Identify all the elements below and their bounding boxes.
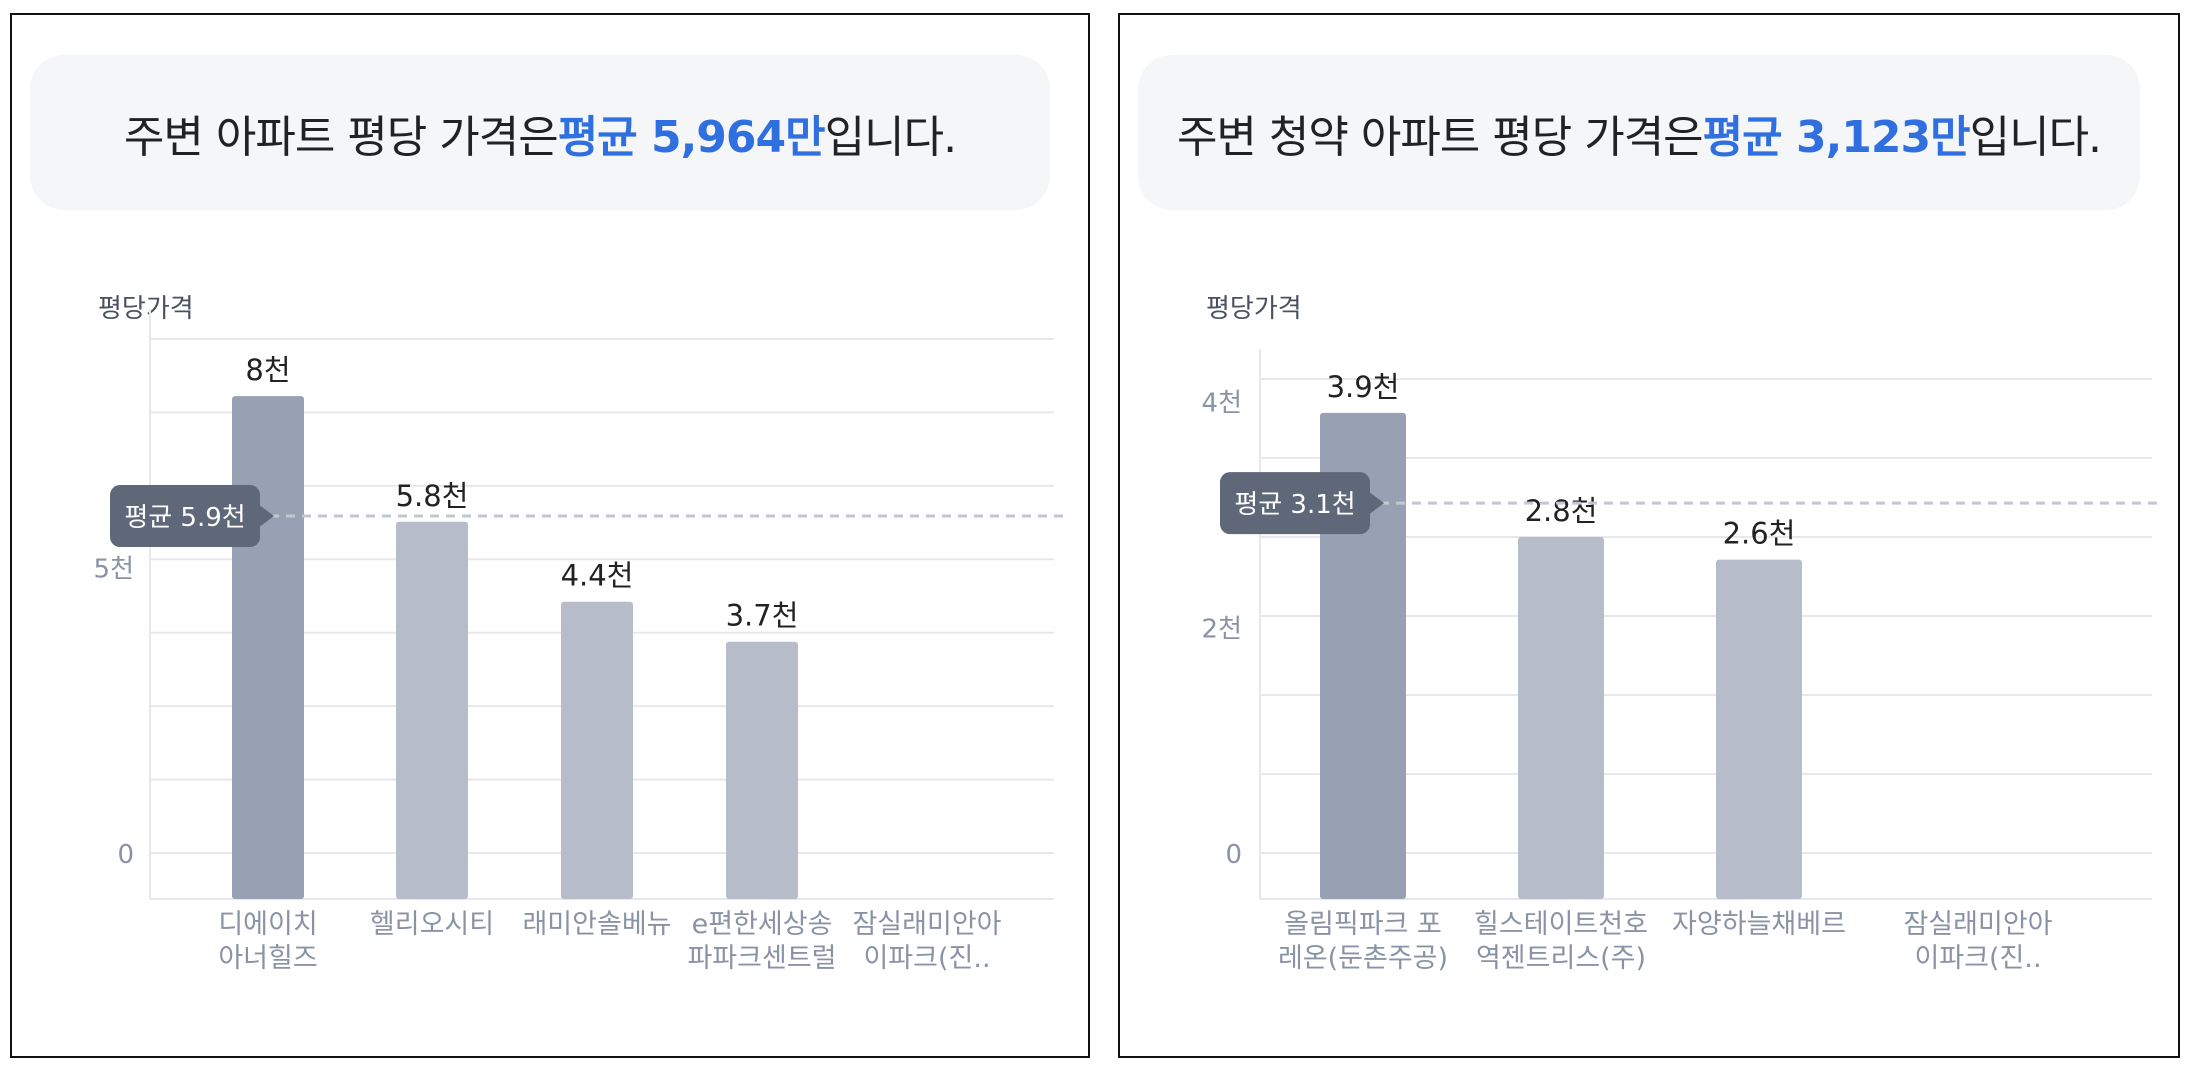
bar <box>1716 559 1802 899</box>
average-badge <box>110 485 260 548</box>
average-badge-pointer <box>258 504 274 529</box>
average-badge-label: 평균 5.9천 <box>124 503 245 533</box>
bar-value-label: 2.6천 <box>1723 517 1796 551</box>
bar-value-label: 3.7천 <box>726 599 799 633</box>
right-panel: 주변 청약 아파트 평당 가격은 평균 3,123만 입니다. 평당가격 0 2천 4천… <box>1118 13 2180 1058</box>
headline-prefix: 주변 아파트 평당 가격은 <box>123 111 559 163</box>
headline-prefix: 주변 청약 아파트 평당 가격은 <box>1176 111 1704 163</box>
y-tick-label: 4천 <box>1202 389 1242 419</box>
category-label: 아너힐즈 <box>218 943 317 974</box>
y-tick-label: 2천 <box>1202 614 1242 644</box>
category-label: 헬리오시티 <box>370 909 494 940</box>
headline-average: 평균 5,964만 <box>557 111 826 163</box>
category-label: 레온(둔촌주공) <box>1278 943 1448 974</box>
bar-value-label: 8천 <box>245 353 290 387</box>
bar <box>561 601 633 899</box>
headline-box: 주변 아파트 평당 가격은 평균 5,964만 입니다. <box>30 55 1050 210</box>
y-axis-label: 평당가격 <box>98 294 194 324</box>
headline-average: 평균 3,123만 <box>1702 111 1971 163</box>
bar-value-label: 5.8천 <box>396 479 469 513</box>
bar <box>1320 412 1406 899</box>
category-label: 잠실래미안아 <box>1903 909 2052 940</box>
y-tick-label: 0 <box>117 840 134 870</box>
y-tick-label: 5천 <box>94 554 134 584</box>
y-axis-label: 평당가격 <box>1206 294 1302 324</box>
bar <box>726 641 798 899</box>
category-label: 역젠트리스(주) <box>1476 943 1646 974</box>
bar <box>396 521 468 899</box>
category-label: 힐스테이트천호 <box>1474 909 1648 940</box>
category-label: 이파크(진.. <box>863 943 990 974</box>
bar-value-label: 2.8천 <box>1525 494 1598 528</box>
average-badge <box>1220 472 1370 535</box>
category-label: 자양하늘채베르 <box>1672 909 1846 940</box>
category-label: 잠실래미안아 <box>852 909 1001 940</box>
category-label: 올림픽파크 포 <box>1284 909 1442 940</box>
headline-suffix: 입니다. <box>1969 111 2102 163</box>
y-tick-label: 0 <box>1225 840 1242 870</box>
bar-value-label: 3.9천 <box>1327 370 1400 404</box>
headline-box: 주변 청약 아파트 평당 가격은 평균 3,123만 입니다. <box>1138 55 2140 210</box>
bar-value-label: 4.4천 <box>561 559 634 593</box>
category-label: e편한세상송 <box>692 909 833 940</box>
category-label: 이파크(진.. <box>1914 943 2041 974</box>
category-label: 디에이치 <box>218 909 317 940</box>
headline-suffix: 입니다. <box>824 111 957 163</box>
category-label: 래미안솔베뉴 <box>522 909 671 940</box>
bar <box>232 396 304 899</box>
average-badge-pointer <box>1368 491 1384 516</box>
bar <box>1518 537 1604 899</box>
average-badge-label: 평균 3.1천 <box>1234 490 1355 520</box>
category-label: 파파크센트럴 <box>687 943 836 974</box>
